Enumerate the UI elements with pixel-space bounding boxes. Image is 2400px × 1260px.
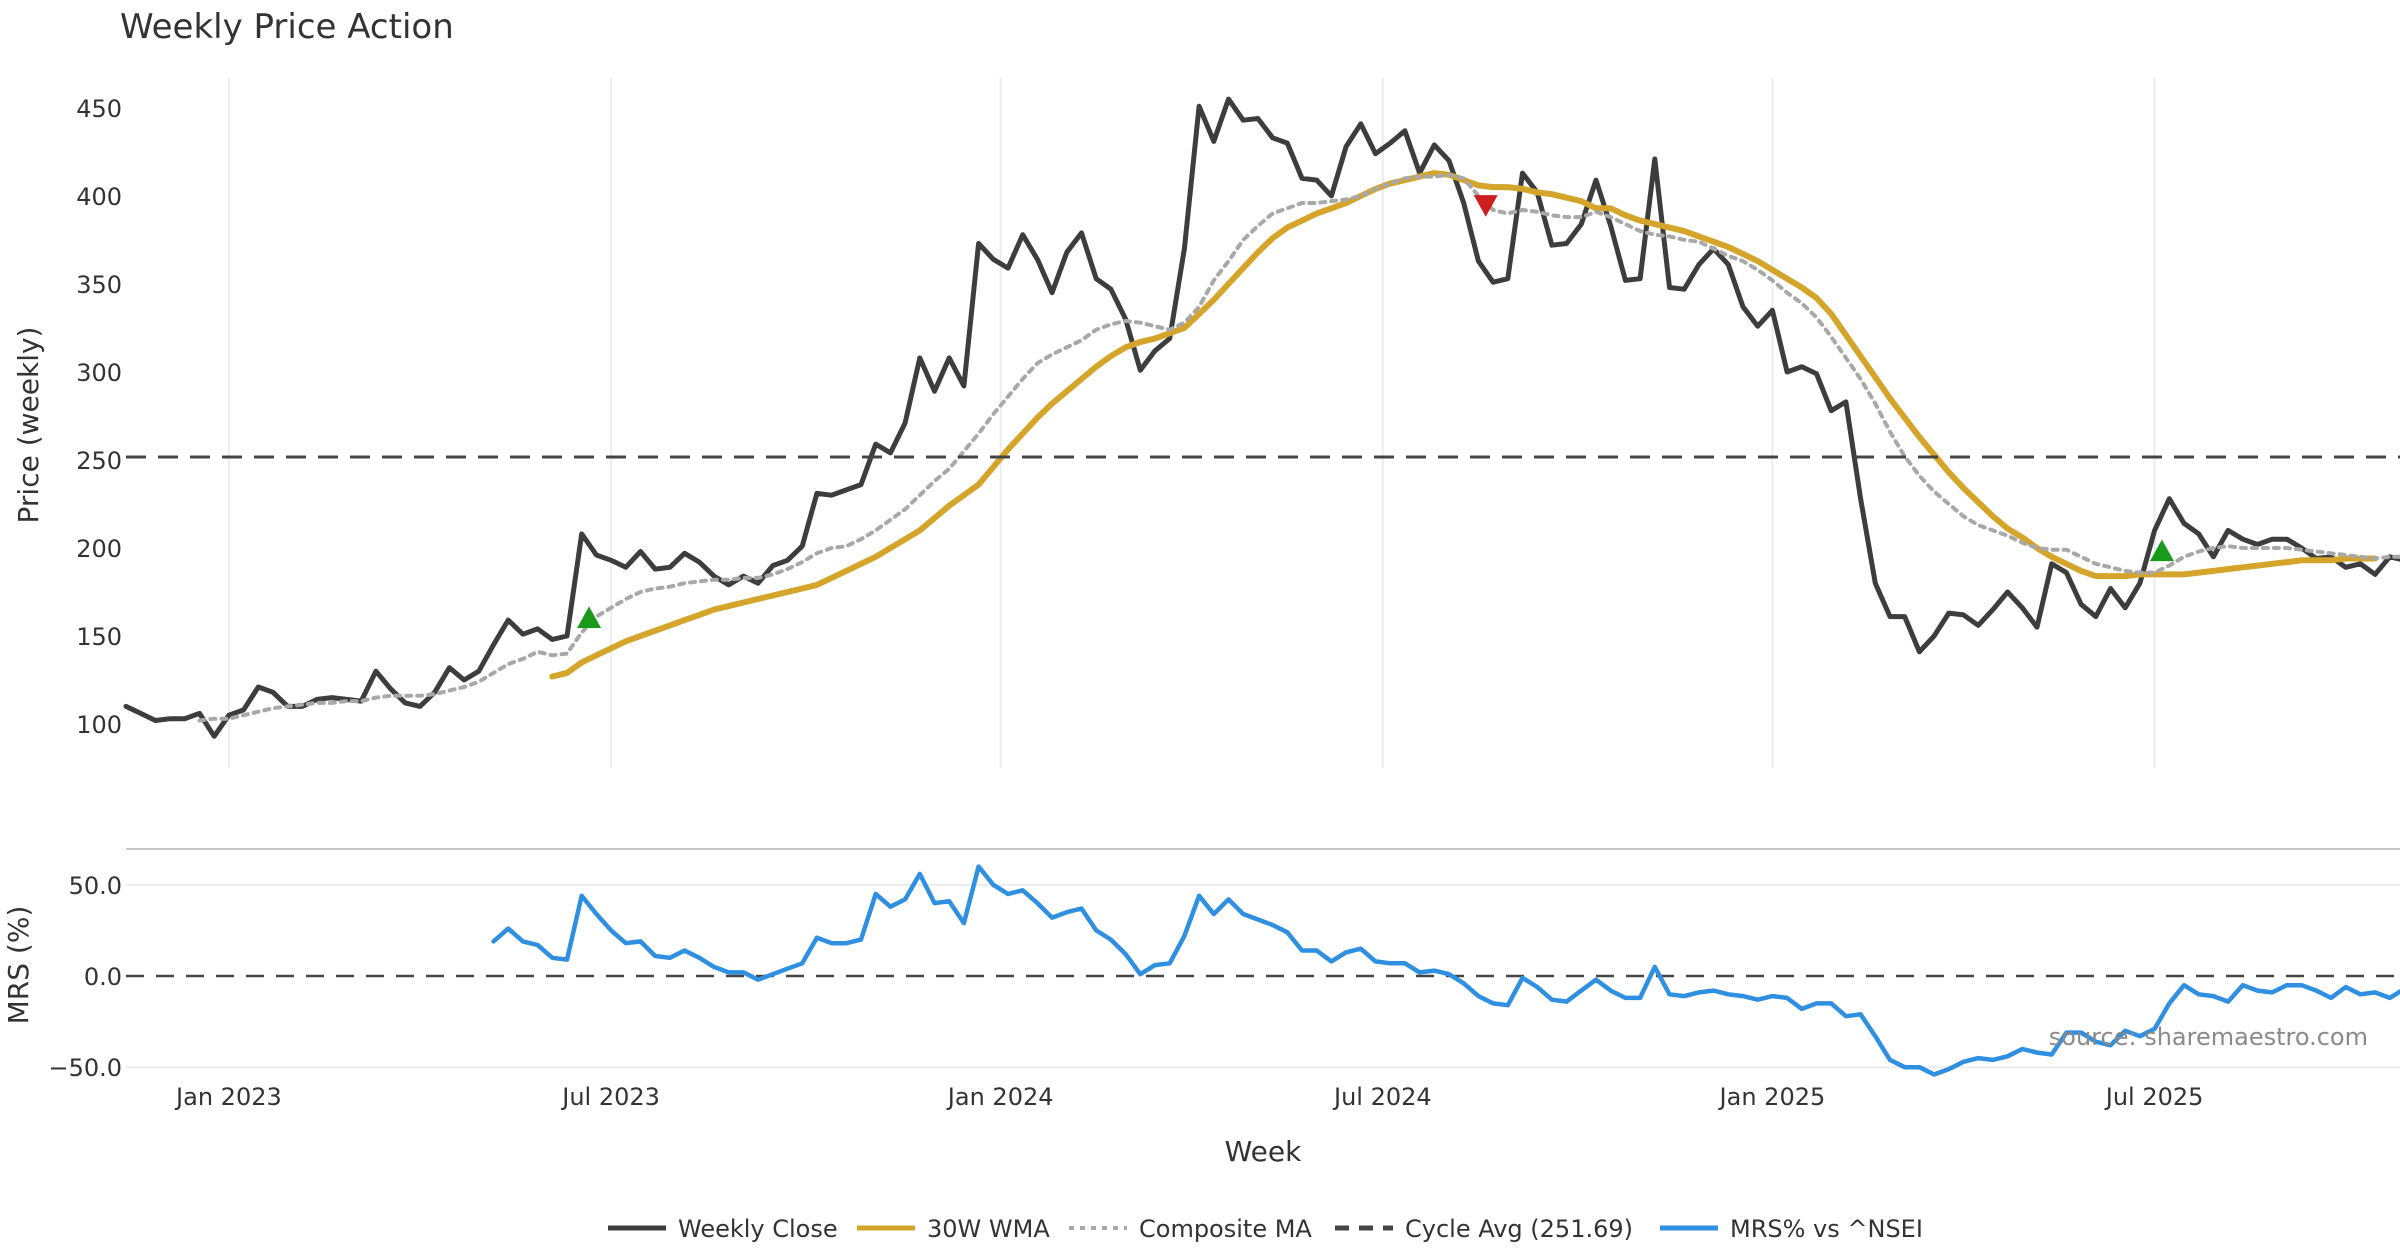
- weekly-close-series: [123, 96, 2400, 739]
- mrs-series: [491, 864, 2400, 1077]
- x-tick-label: Jul 2023: [560, 1083, 660, 1111]
- x-tick-label: Jul 2025: [2104, 1083, 2204, 1111]
- composite-ma-series: [197, 172, 2400, 723]
- legend-item: Weekly Close: [608, 1215, 838, 1243]
- mrs-y-ticks: 50.0 0.0 −50.0: [48, 872, 122, 1082]
- price-y-tick-label: 400: [76, 183, 122, 211]
- chart-title: Weekly Price Action: [120, 7, 454, 47]
- price-series: [123, 96, 2400, 739]
- mrs-panel: 50.0 0.0 −50.0 MRS (%): [2, 864, 2400, 1082]
- x-tick-label: Jan 2024: [946, 1083, 1054, 1111]
- x-ticks: Jan 2023 Jul 2023 Jan 2024 Jul 2024 Jan 2025…: [174, 1083, 2203, 1111]
- mrs-y-axis-label: MRS (%): [2, 906, 35, 1025]
- sell-signal-marker: [1473, 195, 1498, 217]
- mrs-y-tick-label: 50.0: [69, 872, 122, 900]
- legend-item: Composite MA: [1069, 1215, 1312, 1243]
- signal-markers: [577, 195, 2174, 628]
- legend-label: 30W WMA: [927, 1215, 1050, 1243]
- price-grid: [227, 78, 2156, 768]
- price-y-axis-label: Price (weekly): [12, 327, 45, 524]
- legend-item: 30W WMA: [857, 1215, 1050, 1243]
- legend-label: MRS% vs ^NSEI: [1730, 1215, 1923, 1243]
- legend-label: Cycle Avg (251.69): [1405, 1215, 1633, 1243]
- x-tick-label: Jul 2024: [1332, 1083, 1432, 1111]
- mrs-series: [491, 864, 2400, 1077]
- price-panel: 100 150 200 250 300 350 400 450 Price (weekly): [12, 78, 2400, 768]
- price-y-tick-label: 250: [76, 447, 122, 475]
- price-y-tick-label: 350: [76, 271, 122, 299]
- mrs-y-tick-label: 0.0: [84, 963, 122, 991]
- source-watermark: source: sharemaestro.com: [2049, 1023, 2368, 1051]
- mrs-y-tick-label: −50.0: [48, 1054, 122, 1082]
- legend-item: MRS% vs ^NSEI: [1660, 1215, 1923, 1243]
- price-y-tick-label: 450: [76, 95, 122, 123]
- buy-signal-marker: [577, 606, 602, 628]
- legend-label: Weekly Close: [678, 1215, 838, 1243]
- price-y-tick-label: 150: [76, 623, 122, 651]
- legend-label: Composite MA: [1139, 1215, 1312, 1243]
- legend-item: Cycle Avg (251.69): [1335, 1215, 1633, 1243]
- buy-signal-marker: [2149, 539, 2174, 562]
- legend: Weekly Close 30W WMA Composite MA Cycle Avg…: [608, 1215, 1923, 1243]
- price-y-tick-label: 300: [76, 359, 122, 387]
- price-y-ticks: 100 150 200 250 300 350 400 450: [76, 95, 122, 739]
- price-y-tick-label: 100: [76, 711, 122, 739]
- x-axis-label: Week: [1225, 1135, 1302, 1168]
- x-tick-label: Jan 2023: [174, 1083, 282, 1111]
- x-tick-label: Jan 2025: [1718, 1083, 1826, 1111]
- mrs-grid: [126, 883, 2400, 1069]
- price-y-tick-label: 200: [76, 535, 122, 563]
